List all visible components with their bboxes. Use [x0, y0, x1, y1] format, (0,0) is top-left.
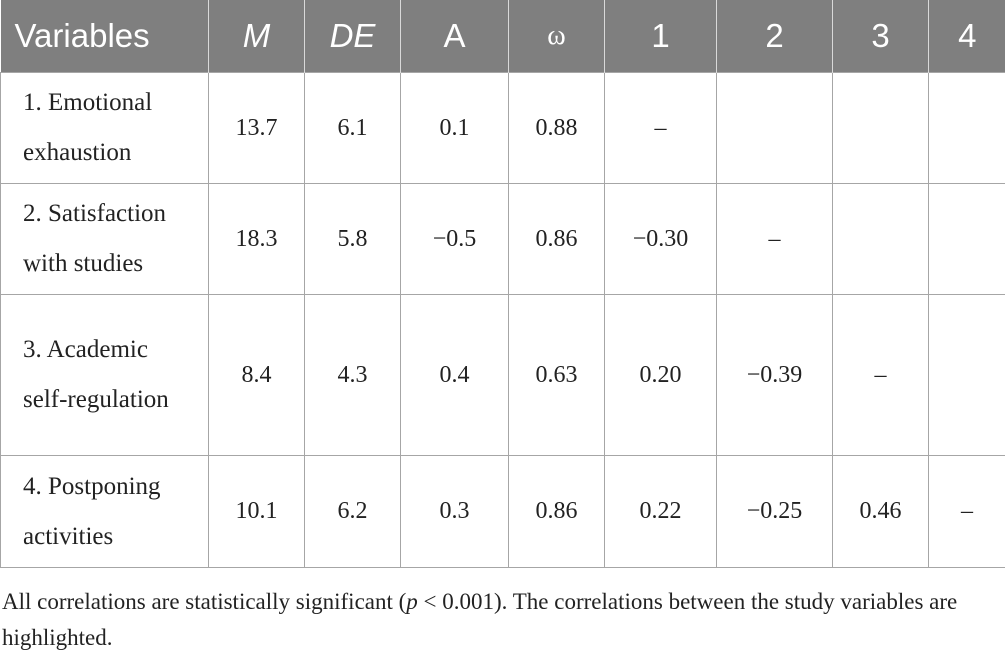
cell-corr-4: [928, 72, 1005, 184]
header-variables: Variables: [0, 0, 209, 73]
header-de: DE: [304, 0, 401, 73]
variable-name: 3. Academic self-regulation: [0, 294, 209, 456]
table-row: 3. Academic self-regulation 8.4 4.3 0.4 …: [0, 294, 1005, 456]
cell-de: 6.1: [304, 72, 401, 184]
cell-mean: 10.1: [208, 455, 305, 568]
header-col-2: 2: [716, 0, 833, 73]
cell-de: 5.8: [304, 183, 401, 295]
cell-a: −0.5: [400, 183, 509, 295]
cell-omega: 0.86: [508, 455, 605, 568]
cell-corr-3: [832, 183, 929, 295]
table-row: 2. Satisfaction with studies 18.3 5.8 −0…: [0, 183, 1005, 295]
cell-corr-3: 0.46: [832, 455, 929, 568]
footnote-text-start: All correlations are statistically signi…: [2, 589, 407, 614]
table-footnote: All correlations are statistically signi…: [2, 584, 992, 656]
cell-corr-1: 0.22: [604, 455, 717, 568]
cell-corr-2: [716, 72, 833, 184]
cell-mean: 18.3: [208, 183, 305, 295]
header-a: A: [400, 0, 509, 73]
table-row: 4. Postponing activities 10.1 6.2 0.3 0.…: [0, 455, 1005, 568]
cell-corr-1: –: [604, 72, 717, 184]
header-col-1: 1: [604, 0, 717, 73]
cell-corr-3: [832, 72, 929, 184]
cell-a: 0.4: [400, 294, 509, 456]
cell-corr-3: –: [832, 294, 929, 456]
cell-corr-1: −0.30: [604, 183, 717, 295]
header-col-3: 3: [832, 0, 929, 73]
cell-corr-4: [928, 294, 1005, 456]
cell-de: 4.3: [304, 294, 401, 456]
variable-name: 1. Emotional exhaustion: [0, 72, 209, 184]
cell-mean: 8.4: [208, 294, 305, 456]
header-omega: ω: [508, 0, 605, 73]
header-col-4: 4: [928, 0, 1005, 73]
cell-corr-2: −0.25: [716, 455, 833, 568]
cell-a: 0.3: [400, 455, 509, 568]
header-row: Variables M DE A ω 1 2 3 4: [0, 0, 1005, 73]
cell-corr-1: 0.20: [604, 294, 717, 456]
table-row: 1. Emotional exhaustion 13.7 6.1 0.1 0.8…: [0, 72, 1005, 184]
cell-corr-2: −0.39: [716, 294, 833, 456]
cell-mean: 13.7: [208, 72, 305, 184]
statistics-table: Variables M DE A ω 1 2 3 4 1. Emotional …: [0, 0, 1005, 568]
cell-corr-2: –: [716, 183, 833, 295]
footnote-p-symbol: p: [406, 589, 418, 614]
header-mean: M: [208, 0, 305, 73]
cell-corr-4: –: [928, 455, 1005, 568]
cell-omega: 0.88: [508, 72, 605, 184]
variable-name: 4. Postponing activities: [0, 455, 209, 568]
cell-omega: 0.86: [508, 183, 605, 295]
cell-omega: 0.63: [508, 294, 605, 456]
variable-name: 2. Satisfaction with studies: [0, 183, 209, 295]
cell-de: 6.2: [304, 455, 401, 568]
cell-corr-4: [928, 183, 1005, 295]
cell-a: 0.1: [400, 72, 509, 184]
footnote-text-end: < 0.001). The correlations between the s…: [2, 589, 958, 650]
